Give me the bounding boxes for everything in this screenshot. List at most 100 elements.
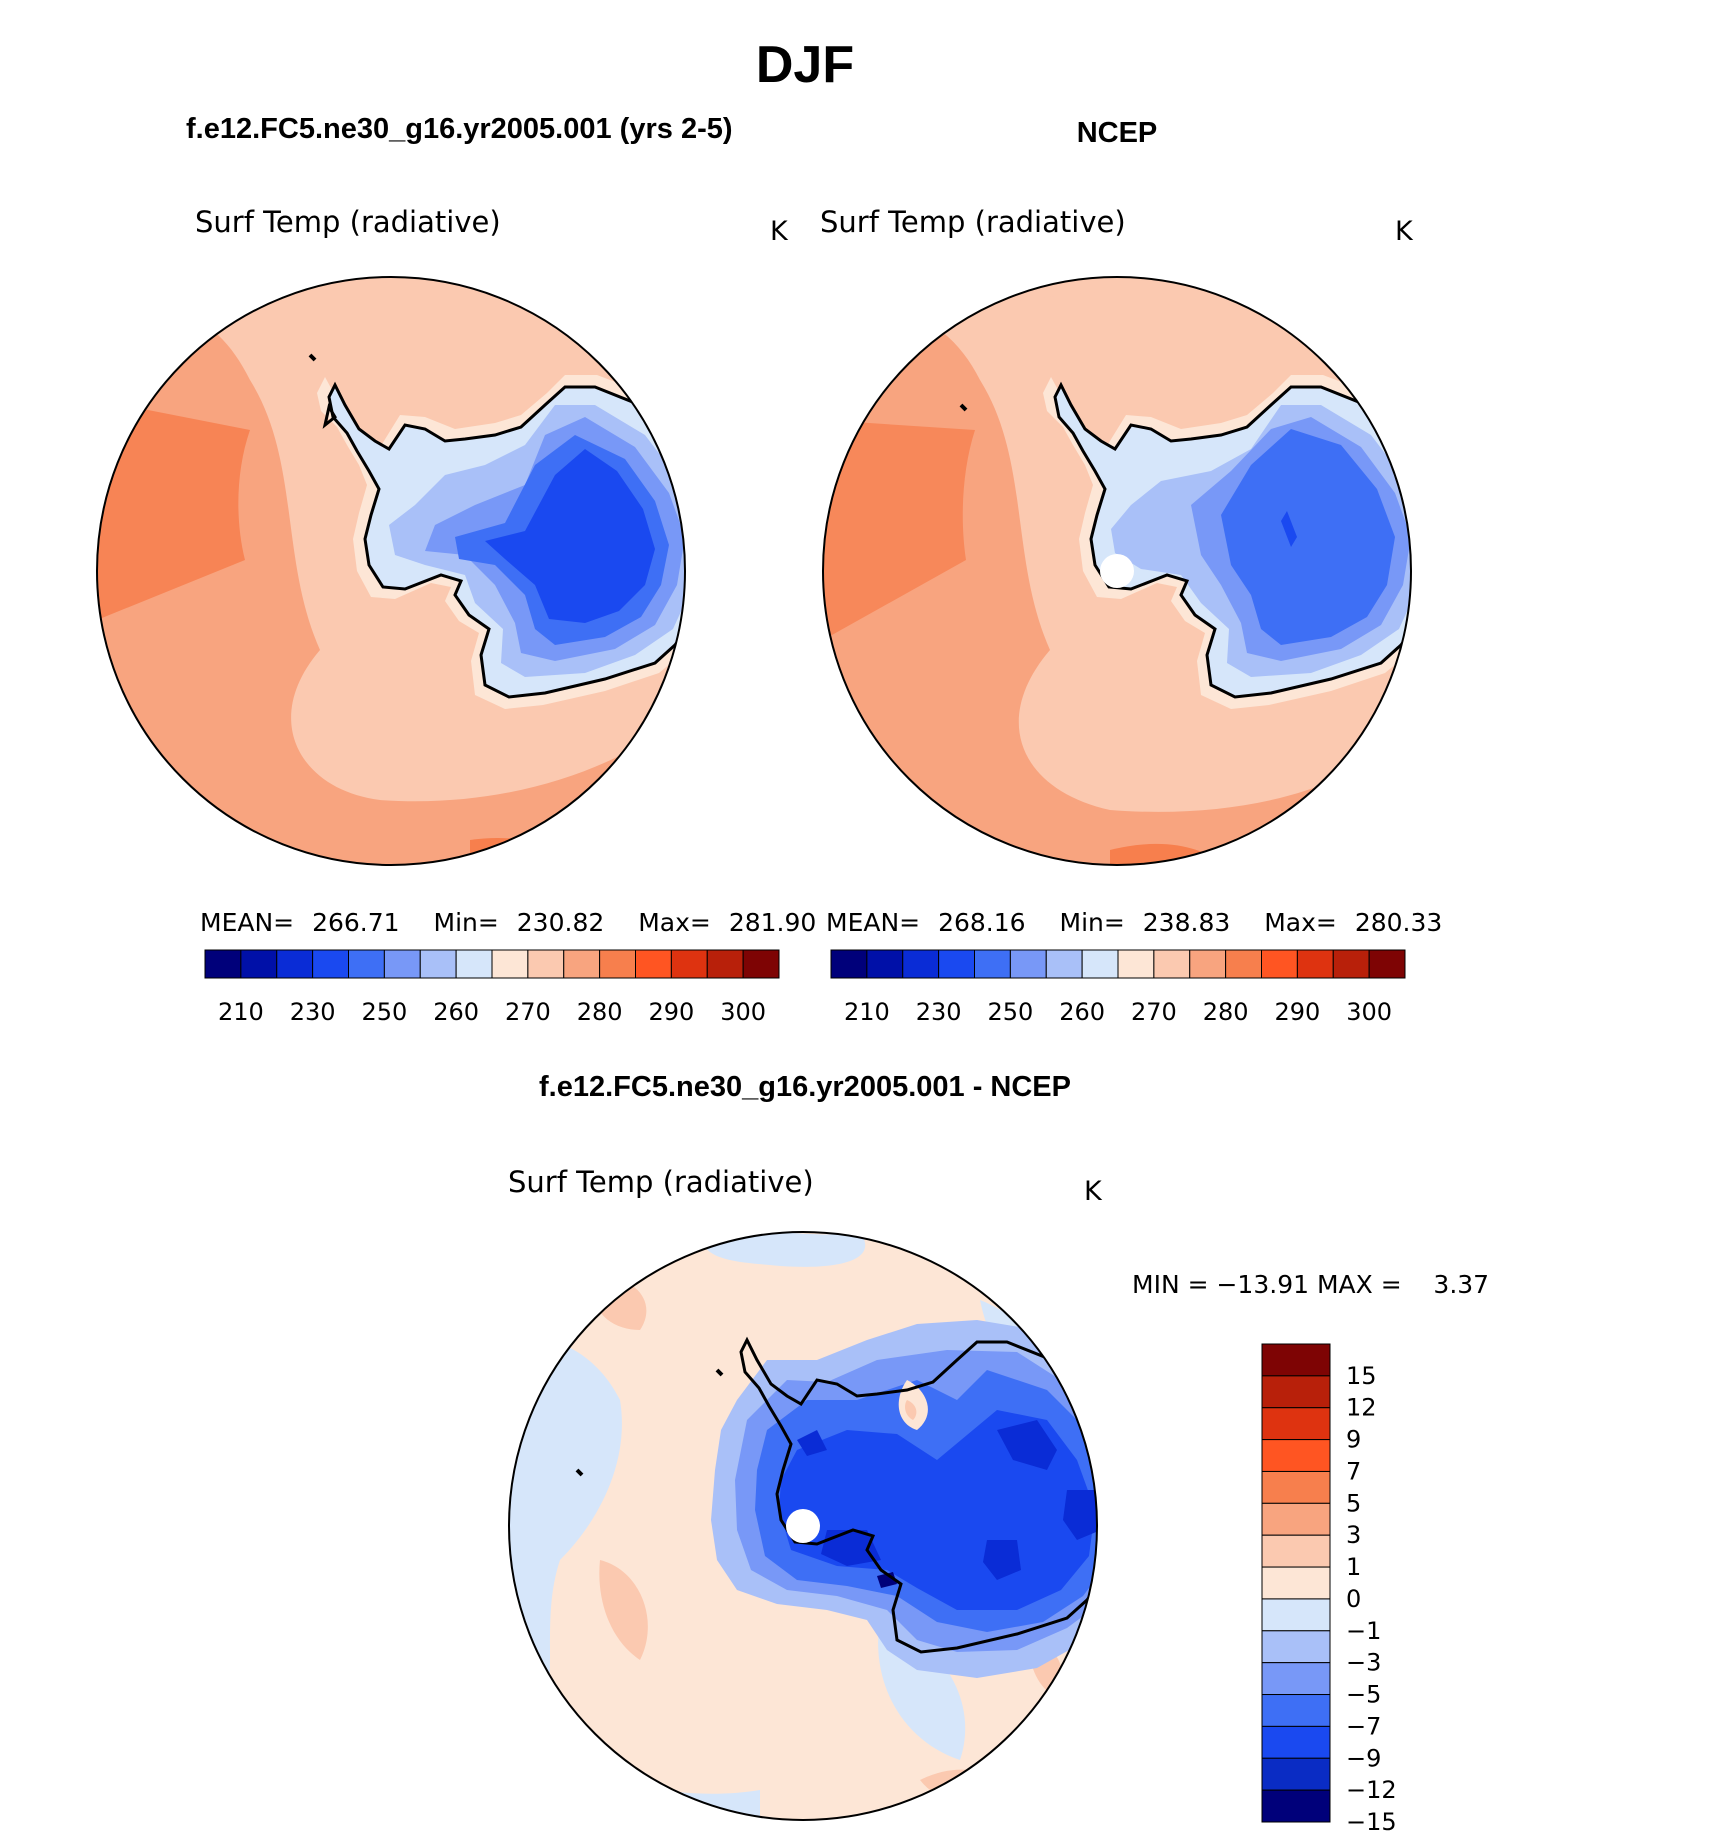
svg-text:MEAN= 266.71 Min=: MEAN= 266.71 Min= 230.82 Max= 281.90: [200, 908, 816, 937]
colorbar-swatch: [1261, 1375, 1331, 1409]
colorbar-swatch: [491, 949, 529, 979]
colorbar-swatch: [974, 949, 1011, 979]
colorbar-swatch: [1261, 1343, 1331, 1377]
colorbar-swatch: [1261, 1470, 1331, 1504]
colorbar-level-label: −15: [1346, 1808, 1397, 1836]
polar-map: [97, 277, 685, 865]
mean-value: 266.71: [312, 908, 399, 937]
colorbar-swatch: [1189, 949, 1227, 979]
variable-label: Surf Temp (radiative): [195, 205, 501, 239]
colorbar-swatch: [312, 949, 349, 979]
colorbar-level-label: 12: [1346, 1394, 1377, 1422]
min-label: Min=: [434, 908, 499, 937]
min-value: 238.83: [1143, 908, 1230, 937]
main-title: DJF: [756, 36, 854, 94]
colorbar-swatch: [204, 949, 242, 979]
colorbar-swatch: [1261, 1630, 1331, 1664]
colorbar-swatch: [240, 949, 278, 979]
colorbar-level-label: 9: [1346, 1426, 1361, 1454]
colorbar-level-label: −9: [1346, 1744, 1381, 1772]
colorbar-swatch: [1261, 1407, 1331, 1441]
colorbar-swatch: [599, 949, 636, 979]
colorbar-swatch: [1045, 949, 1083, 979]
colorbar-swatch: [1296, 949, 1334, 979]
variable-label: Surf Temp (radiative): [820, 205, 1126, 239]
colorbar-swatch: [1117, 949, 1155, 979]
colorbar-swatch: [742, 949, 780, 979]
colorbar-tick-label: 300: [1346, 998, 1392, 1026]
max-value: 280.33: [1355, 908, 1442, 937]
colorbar-swatch: [1153, 949, 1191, 979]
units-label: K: [770, 216, 789, 247]
panel-model: f.e12.FC5.ne30_g16.yr2005.001 (yrs 2-5) …: [96, 113, 816, 1026]
colorbar-tick-label: 300: [720, 998, 766, 1026]
colorbar-swatch: [563, 949, 601, 979]
colorbar-level-label: −1: [1346, 1617, 1381, 1645]
max-label: Max=: [638, 908, 711, 937]
variable-label: Surf Temp (radiative): [508, 1165, 814, 1199]
colorbar-swatch: [706, 949, 744, 979]
colorbar-level-label: 3: [1346, 1521, 1361, 1549]
colorbar-swatch: [455, 949, 493, 979]
mean-value: 268.16: [938, 908, 1025, 937]
colorbar-swatch: [830, 949, 868, 979]
colorbar-swatch: [1261, 1439, 1331, 1472]
colorbar-swatch: [1009, 949, 1047, 979]
colorbar-level-label: −7: [1346, 1712, 1381, 1740]
colorbar-level-label: −5: [1346, 1681, 1381, 1709]
panel-difference: f.e12.FC5.ne30_g16.yr2005.001 - NCEP Sur…: [508, 1071, 1489, 1836]
colorbar-level-label: 1: [1346, 1553, 1361, 1581]
colorbar-swatch: [1261, 1757, 1331, 1791]
colorbar-swatch: [419, 949, 457, 979]
min-value: 230.82: [517, 908, 604, 937]
colorbar-tick-label: 260: [433, 998, 479, 1026]
svg-text:MEAN= 268.16 Min=: MEAN= 268.16 Min= 238.83 Max= 280.33: [826, 908, 1442, 937]
colorbar-swatch: [1261, 1662, 1331, 1696]
colorbar-swatch: [527, 949, 565, 979]
units-label: K: [1084, 1176, 1103, 1207]
colorbar-tick-label: 230: [916, 998, 962, 1026]
colorbar: 210 230 250 260 270 280 290 300: [204, 949, 780, 1026]
colorbar-swatch: [1261, 1789, 1331, 1823]
panel-ncep: NCEP Surf Temp (radiative) K: [820, 117, 1442, 1026]
panel-heading: f.e12.FC5.ne30_g16.yr2005.001 - NCEP: [539, 1071, 1071, 1103]
colorbar-level-label: 15: [1346, 1362, 1377, 1390]
colorbar-tick-label: 270: [1131, 998, 1177, 1026]
colorbar-swatch: [902, 949, 940, 979]
mean-label: MEAN=: [826, 908, 920, 937]
colorbar-swatch: [1261, 1534, 1331, 1568]
colorbar-swatch: [635, 949, 672, 979]
colorbar-level-label: 7: [1346, 1457, 1361, 1485]
colorbar-tick-label: 210: [844, 998, 890, 1026]
colorbar-level-label: −12: [1346, 1776, 1397, 1804]
colorbar-swatch: [1261, 1725, 1331, 1759]
colorbar-swatch: [276, 949, 314, 979]
colorbar-tick-label: 270: [505, 998, 551, 1026]
colorbar-swatch: [1368, 949, 1406, 979]
colorbar-swatch: [866, 949, 904, 979]
colorbar-tick-label: 230: [290, 998, 336, 1026]
min-max-readout: MIN = −13.91 MAX = 3.37: [1132, 1270, 1489, 1299]
colorbar-swatch: [1261, 1598, 1331, 1632]
panel-heading: NCEP: [1077, 117, 1158, 149]
min-label: Min=: [1060, 908, 1125, 937]
colorbar-level-label: −3: [1346, 1649, 1381, 1677]
colorbar-tick-label: 250: [361, 998, 407, 1026]
mean-label: MEAN=: [200, 908, 294, 937]
colorbar-swatch: [348, 949, 385, 979]
units-label: K: [1395, 216, 1414, 247]
colorbar-tick-label: 280: [577, 998, 623, 1026]
colorbar-swatch: [1261, 1694, 1331, 1727]
colorbar-tick-label: 280: [1203, 998, 1249, 1026]
colorbar-level-label: 0: [1346, 1585, 1361, 1613]
colorbar-tick-label: 290: [1274, 998, 1320, 1026]
polar-map: [823, 277, 1411, 865]
colorbar-level-label: 5: [1346, 1489, 1361, 1517]
colorbar-tick-label: 290: [648, 998, 694, 1026]
polar-map: [509, 1232, 1097, 1820]
colorbar-swatch: [1261, 1566, 1331, 1600]
colorbar-swatch: [938, 949, 975, 979]
max-label: Max=: [1264, 908, 1337, 937]
colorbar-swatch: [1225, 949, 1262, 979]
